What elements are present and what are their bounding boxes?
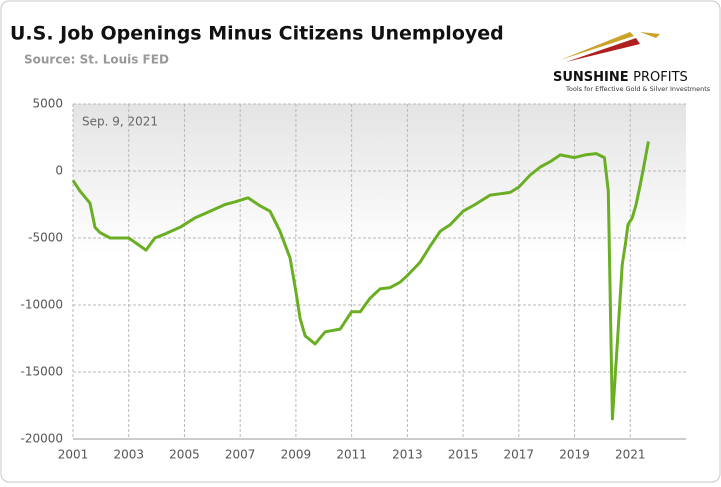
x-tick-label: 2021: [615, 448, 646, 462]
y-tick-label: -10000: [20, 298, 63, 312]
x-tick-label: 2003: [113, 448, 144, 462]
x-tick-label: 2005: [169, 448, 200, 462]
x-tick-label: 2019: [559, 448, 590, 462]
logo-brand: SUNSHINE PROFITS: [553, 70, 688, 85]
x-tick-label: 2013: [392, 448, 423, 462]
logo-brand-rest: PROFITS: [633, 70, 688, 85]
annotation: Sep. 9, 2021: [82, 115, 158, 129]
x-tick-label: 2009: [281, 448, 312, 462]
plot-area: [73, 104, 686, 439]
data-line: [71, 141, 650, 421]
logo-ray: [640, 32, 660, 38]
x-tick-label: 2001: [58, 448, 89, 462]
logo-ray: [566, 38, 640, 62]
logo-tagline: Tools for Effective Gold & Silver Invest…: [565, 85, 711, 93]
subtitle: Source: St. Louis FED: [24, 53, 169, 67]
y-tick-label: -5000: [28, 231, 63, 245]
x-tick-label: 2017: [504, 448, 535, 462]
y-tick-label: 5000: [32, 97, 63, 111]
x-tick-label: 2015: [448, 448, 479, 462]
x-tick-label: 2007: [225, 448, 256, 462]
y-tick-label: -20000: [20, 432, 63, 446]
logo: SUNSHINE PROFITS Tools for Effective Gol…: [553, 32, 711, 93]
y-tick-label: 0: [55, 164, 63, 178]
y-tick-label: -15000: [20, 365, 63, 379]
x-tick-label: 2011: [336, 448, 367, 462]
logo-ray: [560, 32, 634, 60]
logo-brand-bold: SUNSHINE: [553, 70, 629, 85]
chart-title: U.S. Job Openings Minus Citizens Unemplo…: [10, 23, 504, 45]
